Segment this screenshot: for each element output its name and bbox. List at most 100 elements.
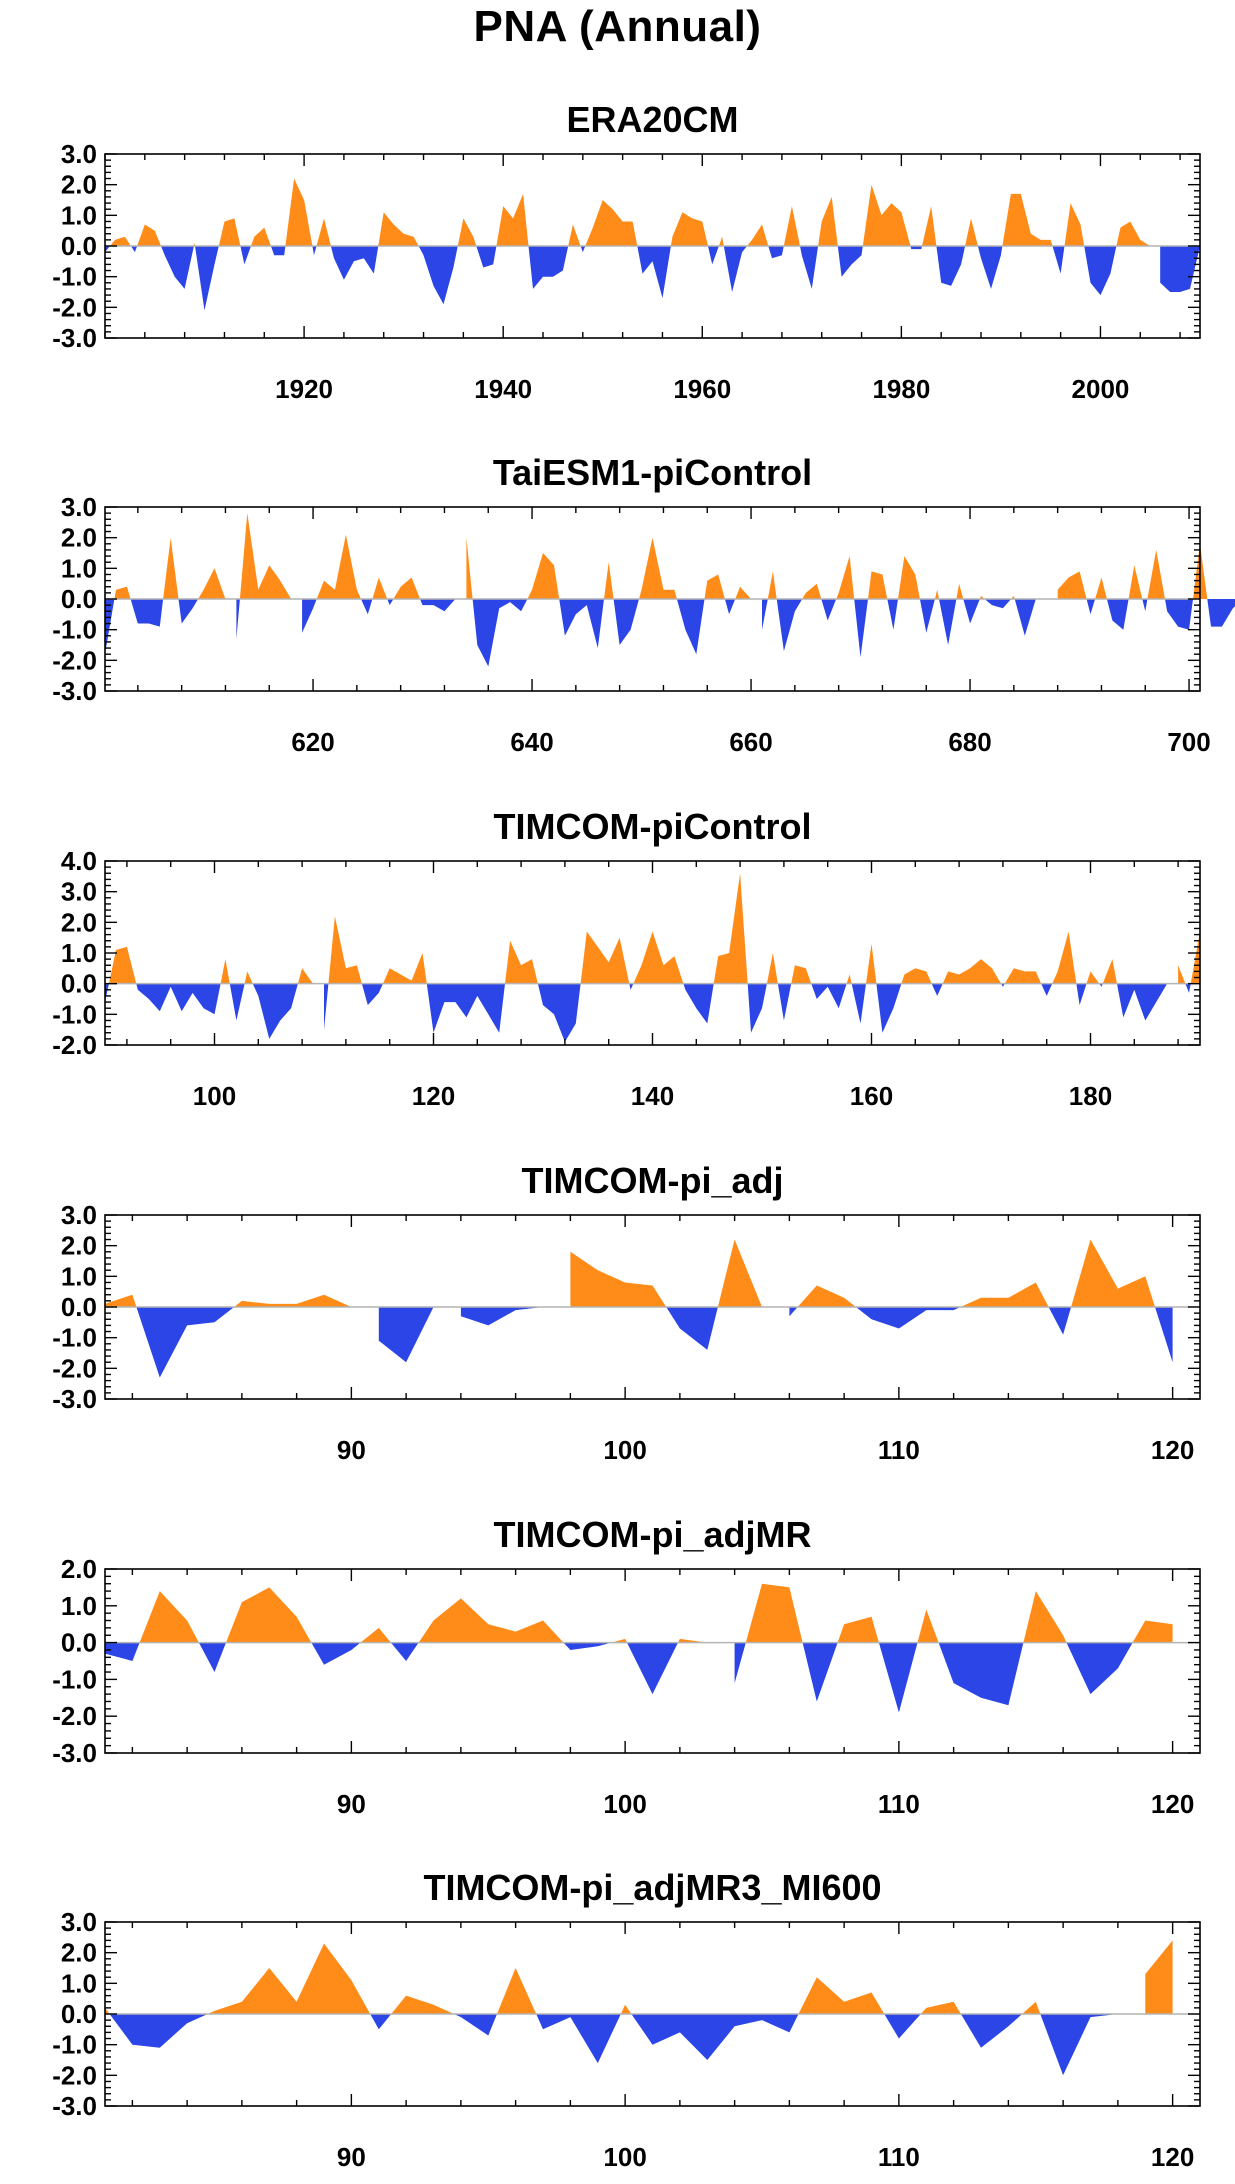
- negative-area-1: [105, 983, 109, 1003]
- negative-area-8: [802, 1642, 838, 1702]
- negative-area-5: [240, 246, 251, 265]
- positive-area-6: [285, 178, 313, 246]
- negative-area-4: [390, 1642, 419, 1661]
- positive-area-4: [418, 1598, 564, 1643]
- y-tick-label: 1.0: [61, 1968, 97, 1998]
- x-tick-label: 660: [729, 727, 772, 757]
- positive-area-10: [604, 562, 614, 599]
- positive-area-14: [866, 943, 877, 984]
- x-tick-label: 160: [850, 1081, 893, 1111]
- positive-area-13: [846, 974, 852, 984]
- x-tick-label: 90: [337, 2142, 366, 2172]
- chart-panel-6: TIMCOM-pi_adjMR3_MI600 -3.0-2.0-1.00.01.0…: [52, 1867, 1201, 2172]
- positive-area-1: [105, 2007, 110, 2014]
- x-tick-label: 110: [878, 1435, 920, 1465]
- positive-area-2: [226, 1587, 312, 1643]
- negative-area-7: [387, 599, 394, 606]
- negative-area-17: [854, 599, 868, 658]
- negative-area-20: [1099, 983, 1103, 987]
- negative-area-4: [195, 246, 219, 311]
- positive-area-3: [193, 242, 195, 246]
- positive-area-2: [137, 224, 161, 246]
- positive-area-7: [1071, 1239, 1155, 1307]
- negative-area-1: [105, 246, 110, 253]
- positive-area-5: [797, 1285, 856, 1307]
- positive-area-2: [220, 959, 230, 984]
- negative-area-11: [747, 983, 767, 1033]
- positive-area-4: [297, 968, 314, 984]
- negative-area-3: [460, 1307, 543, 1326]
- positive-area-5: [251, 227, 271, 246]
- positive-area-15: [901, 968, 932, 984]
- y-tick-label: 2.0: [61, 523, 97, 553]
- negative-area-3: [454, 2014, 497, 2036]
- negative-area-1: [109, 2014, 208, 2048]
- y-tick-label: 3.0: [61, 492, 97, 522]
- y-tick-label: -3.0: [52, 1738, 97, 1768]
- x-tick-label: 120: [1151, 1435, 1194, 1465]
- positive-area-24: [1095, 577, 1107, 599]
- negative-area-14: [762, 599, 768, 630]
- y-tick-label: -2.0: [52, 645, 97, 675]
- negative-area-2: [198, 1642, 226, 1672]
- x-tick-label: 1920: [275, 374, 333, 404]
- negative-area-10: [938, 1642, 1024, 1706]
- panel-title: TIMCOM-pi_adjMR3_MI600: [423, 1867, 881, 1908]
- x-tick-label: 620: [291, 727, 334, 757]
- negative-area-1: [136, 1307, 235, 1378]
- y-tick-label: 2.0: [61, 1938, 97, 1968]
- negative-area-8: [420, 599, 456, 612]
- negative-area-14: [851, 983, 866, 1024]
- x-tick-label: 90: [337, 1789, 366, 1819]
- negative-area-17: [800, 246, 819, 289]
- negative-area-9: [629, 983, 634, 990]
- negative-area-27: [1165, 599, 1193, 630]
- x-tick-label: 90: [337, 1435, 366, 1465]
- negative-area-8: [537, 983, 581, 1042]
- negative-area-14: [708, 246, 719, 265]
- negative-area-2: [136, 983, 221, 1015]
- positive-area-17: [818, 196, 838, 246]
- x-tick-label: 120: [1151, 1789, 1194, 1819]
- negative-area-9: [878, 1642, 918, 1713]
- negative-area-20: [939, 599, 957, 645]
- negative-area-13: [724, 599, 736, 615]
- positive-area-11: [766, 953, 778, 984]
- negative-area-4: [252, 983, 298, 1039]
- positive-area-3: [198, 568, 226, 599]
- positive-area-7: [316, 218, 331, 246]
- panel-title: ERA20CM: [566, 99, 738, 140]
- positive-area-18: [898, 556, 920, 599]
- negative-area-4: [536, 2014, 621, 2064]
- negative-area-11: [528, 246, 569, 289]
- positive-area-11: [568, 224, 581, 246]
- x-tick-label: 1980: [872, 374, 930, 404]
- negative-area-2: [130, 599, 164, 627]
- positive-area-26: [1147, 549, 1165, 599]
- x-tick-label: 120: [1151, 2142, 1194, 2172]
- positive-area-1: [110, 236, 131, 246]
- negative-area-18: [1041, 983, 1053, 996]
- positive-area-8: [466, 537, 473, 599]
- negative-area-25: [1106, 599, 1129, 630]
- negative-area-7: [1048, 1307, 1072, 1335]
- positive-area-4: [497, 1968, 537, 2014]
- negative-area-13: [811, 983, 847, 1009]
- positive-area-9: [457, 218, 477, 246]
- y-tick-label: -3.0: [52, 676, 97, 706]
- negative-area-12: [580, 246, 586, 253]
- negative-area-4: [236, 599, 240, 639]
- y-tick-label: -2.0: [52, 1353, 97, 1383]
- y-tick-label: -2.0: [52, 2060, 97, 2090]
- positive-area-6: [960, 1282, 1049, 1307]
- y-tick-label: -1.0: [52, 1664, 97, 1694]
- positive-area-8: [378, 212, 419, 246]
- negative-area-22: [1185, 983, 1191, 993]
- y-tick-label: 1.0: [61, 1261, 97, 1291]
- positive-area-12: [585, 200, 638, 246]
- chart-panel-5: TIMCOM-pi_adjMR -3.0 -2.0 -1.0 0.0 1.0 2.0 90 10…: [52, 1514, 1201, 1819]
- y-tick-label: -2.0: [52, 1030, 97, 1060]
- negative-area-24: [1086, 599, 1096, 615]
- negative-area-3: [178, 599, 199, 624]
